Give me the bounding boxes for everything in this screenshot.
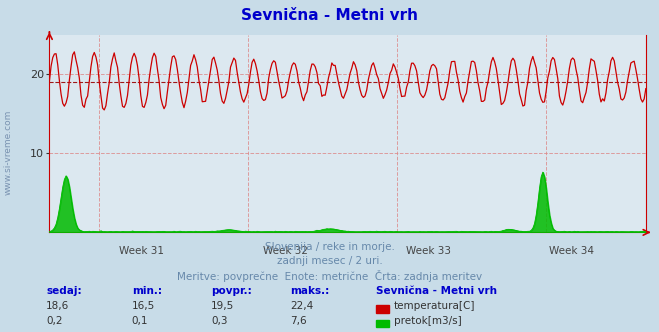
Text: Week 31: Week 31 xyxy=(119,246,164,256)
Text: zadnji mesec / 2 uri.: zadnji mesec / 2 uri. xyxy=(277,256,382,266)
Text: Week 34: Week 34 xyxy=(549,246,594,256)
Text: Week 32: Week 32 xyxy=(262,246,308,256)
Text: sedaj:: sedaj: xyxy=(46,286,82,296)
Text: 0,1: 0,1 xyxy=(132,316,148,326)
Text: 7,6: 7,6 xyxy=(290,316,306,326)
Text: Slovenija / reke in morje.: Slovenija / reke in morje. xyxy=(264,242,395,252)
Text: Sevnična - Metni vrh: Sevnična - Metni vrh xyxy=(376,286,497,296)
Text: pretok[m3/s]: pretok[m3/s] xyxy=(394,316,462,326)
Text: 18,6: 18,6 xyxy=(46,301,69,311)
Text: 16,5: 16,5 xyxy=(132,301,155,311)
Text: Week 33: Week 33 xyxy=(406,246,451,256)
Text: 22,4: 22,4 xyxy=(290,301,313,311)
Text: 0,2: 0,2 xyxy=(46,316,63,326)
Text: Sevnična - Metni vrh: Sevnična - Metni vrh xyxy=(241,8,418,23)
Text: Meritve: povprečne  Enote: metrične  Črta: zadnja meritev: Meritve: povprečne Enote: metrične Črta:… xyxy=(177,270,482,282)
Text: www.si-vreme.com: www.si-vreme.com xyxy=(4,110,13,196)
Text: 0,3: 0,3 xyxy=(211,316,227,326)
Text: temperatura[C]: temperatura[C] xyxy=(394,301,476,311)
Text: maks.:: maks.: xyxy=(290,286,330,296)
Text: min.:: min.: xyxy=(132,286,162,296)
Text: povpr.:: povpr.: xyxy=(211,286,252,296)
Text: 19,5: 19,5 xyxy=(211,301,234,311)
